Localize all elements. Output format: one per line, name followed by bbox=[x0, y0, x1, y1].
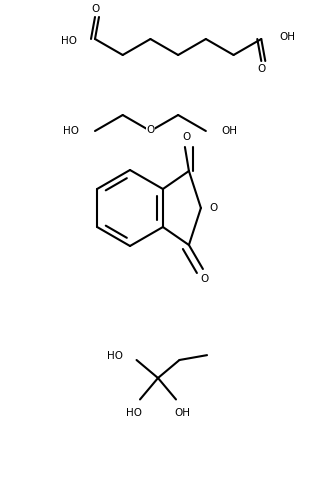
Text: O: O bbox=[201, 274, 209, 284]
Text: OH: OH bbox=[222, 126, 238, 136]
Text: HO: HO bbox=[63, 126, 79, 136]
Text: O: O bbox=[91, 4, 99, 14]
Text: OH: OH bbox=[279, 32, 295, 42]
Text: O: O bbox=[209, 203, 217, 213]
Text: HO: HO bbox=[61, 36, 77, 46]
Text: O: O bbox=[257, 64, 265, 74]
Text: O: O bbox=[146, 125, 155, 135]
Text: O: O bbox=[183, 132, 191, 142]
Text: HO: HO bbox=[107, 351, 123, 361]
Text: HO: HO bbox=[126, 408, 142, 418]
Text: OH: OH bbox=[174, 408, 190, 418]
